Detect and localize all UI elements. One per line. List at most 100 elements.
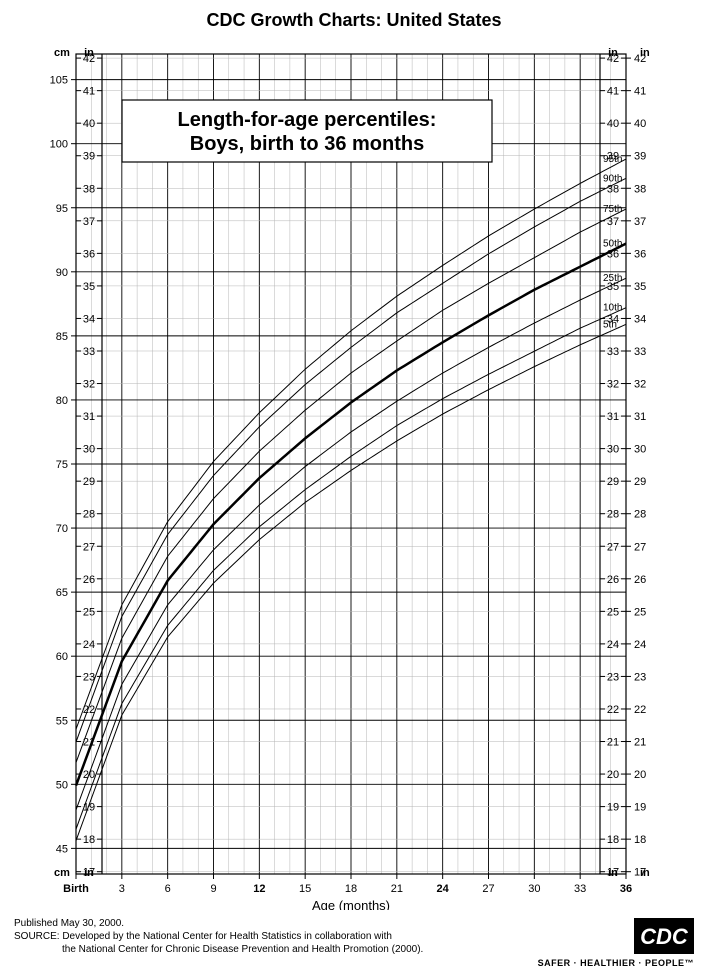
svg-text:34: 34 <box>607 313 619 325</box>
svg-text:38: 38 <box>607 183 619 195</box>
svg-text:75th: 75th <box>603 204 622 215</box>
svg-text:26: 26 <box>83 574 95 586</box>
svg-text:90: 90 <box>56 267 68 279</box>
svg-text:24: 24 <box>437 883 450 895</box>
svg-text:31: 31 <box>634 411 646 423</box>
svg-text:25: 25 <box>634 606 646 618</box>
svg-text:10th: 10th <box>603 303 622 314</box>
svg-text:30: 30 <box>634 444 646 456</box>
svg-text:39: 39 <box>83 151 95 163</box>
svg-text:CDC: CDC <box>640 924 689 949</box>
svg-text:20: 20 <box>607 769 619 781</box>
page-title: CDC Growth Charts: United States <box>0 10 708 31</box>
svg-text:65: 65 <box>56 587 68 599</box>
svg-text:3: 3 <box>119 883 125 895</box>
svg-text:20: 20 <box>83 769 95 781</box>
svg-text:21: 21 <box>607 737 619 749</box>
footer-text: Published May 30, 2000. SOURCE: Develope… <box>14 917 514 956</box>
svg-text:22: 22 <box>634 704 646 716</box>
svg-text:in: in <box>608 47 618 59</box>
svg-text:39: 39 <box>634 151 646 163</box>
svg-text:27: 27 <box>482 883 494 895</box>
svg-text:36: 36 <box>83 248 95 260</box>
svg-text:21: 21 <box>391 883 403 895</box>
svg-text:23: 23 <box>634 671 646 683</box>
svg-text:70: 70 <box>56 523 68 535</box>
svg-text:Boys, birth to 36 months: Boys, birth to 36 months <box>190 133 424 155</box>
svg-text:32: 32 <box>83 379 95 391</box>
svg-text:29: 29 <box>83 476 95 488</box>
svg-text:25: 25 <box>83 606 95 618</box>
svg-text:30: 30 <box>83 444 95 456</box>
svg-text:27: 27 <box>607 541 619 553</box>
svg-text:19: 19 <box>83 802 95 814</box>
source-line-2: the National Center for Chronic Disease … <box>14 943 514 956</box>
svg-text:27: 27 <box>634 541 646 553</box>
svg-text:22: 22 <box>83 704 95 716</box>
svg-text:23: 23 <box>607 671 619 683</box>
svg-text:30: 30 <box>607 444 619 456</box>
svg-text:23: 23 <box>83 671 95 683</box>
svg-text:33: 33 <box>83 346 95 358</box>
svg-text:30: 30 <box>528 883 540 895</box>
svg-text:Birth: Birth <box>63 883 89 895</box>
svg-text:85: 85 <box>56 331 68 343</box>
svg-text:35: 35 <box>607 281 619 293</box>
svg-text:33: 33 <box>607 346 619 358</box>
svg-text:75: 75 <box>56 459 68 471</box>
svg-text:in: in <box>84 47 94 59</box>
svg-text:6: 6 <box>165 883 171 895</box>
svg-text:18: 18 <box>607 834 619 846</box>
svg-text:40: 40 <box>634 118 646 130</box>
svg-text:21: 21 <box>83 737 95 749</box>
svg-text:60: 60 <box>56 651 68 663</box>
source-line-1: SOURCE: Developed by the National Center… <box>14 930 514 943</box>
svg-text:36: 36 <box>607 248 619 260</box>
svg-text:37: 37 <box>83 216 95 228</box>
svg-text:35: 35 <box>83 281 95 293</box>
svg-text:24: 24 <box>634 639 646 651</box>
svg-text:29: 29 <box>607 476 619 488</box>
svg-text:28: 28 <box>634 509 646 521</box>
svg-text:33: 33 <box>634 346 646 358</box>
svg-text:41: 41 <box>83 86 95 98</box>
svg-text:38: 38 <box>634 183 646 195</box>
svg-text:45: 45 <box>56 843 68 855</box>
svg-text:Length-for-age percentiles:: Length-for-age percentiles: <box>178 109 437 131</box>
svg-text:34: 34 <box>83 313 95 325</box>
svg-text:37: 37 <box>634 216 646 228</box>
svg-text:95: 95 <box>56 203 68 215</box>
svg-text:40: 40 <box>607 118 619 130</box>
svg-text:35: 35 <box>634 281 646 293</box>
svg-text:19: 19 <box>634 802 646 814</box>
svg-text:41: 41 <box>634 86 646 98</box>
svg-text:37: 37 <box>607 216 619 228</box>
svg-text:19: 19 <box>607 802 619 814</box>
svg-text:34: 34 <box>634 313 646 325</box>
svg-text:20: 20 <box>634 769 646 781</box>
logo-tagline: SAFER · HEALTHIER · PEOPLE™ <box>538 958 694 968</box>
svg-text:cm: cm <box>54 867 70 879</box>
svg-text:28: 28 <box>83 509 95 521</box>
svg-text:41: 41 <box>607 86 619 98</box>
svg-text:28: 28 <box>607 509 619 521</box>
svg-text:24: 24 <box>83 639 95 651</box>
svg-text:26: 26 <box>634 574 646 586</box>
svg-text:55: 55 <box>56 715 68 727</box>
svg-text:22: 22 <box>607 704 619 716</box>
svg-text:in: in <box>84 867 94 879</box>
svg-text:12: 12 <box>253 883 265 895</box>
svg-text:38: 38 <box>83 183 95 195</box>
svg-text:32: 32 <box>607 379 619 391</box>
svg-text:18: 18 <box>345 883 357 895</box>
svg-text:24: 24 <box>607 639 619 651</box>
svg-text:Age (months): Age (months) <box>312 898 390 910</box>
svg-text:26: 26 <box>607 574 619 586</box>
svg-text:100: 100 <box>50 139 68 151</box>
svg-text:50: 50 <box>56 779 68 791</box>
svg-text:27: 27 <box>83 541 95 553</box>
svg-text:31: 31 <box>607 411 619 423</box>
svg-text:36: 36 <box>634 248 646 260</box>
svg-text:21: 21 <box>634 737 646 749</box>
svg-text:80: 80 <box>56 395 68 407</box>
